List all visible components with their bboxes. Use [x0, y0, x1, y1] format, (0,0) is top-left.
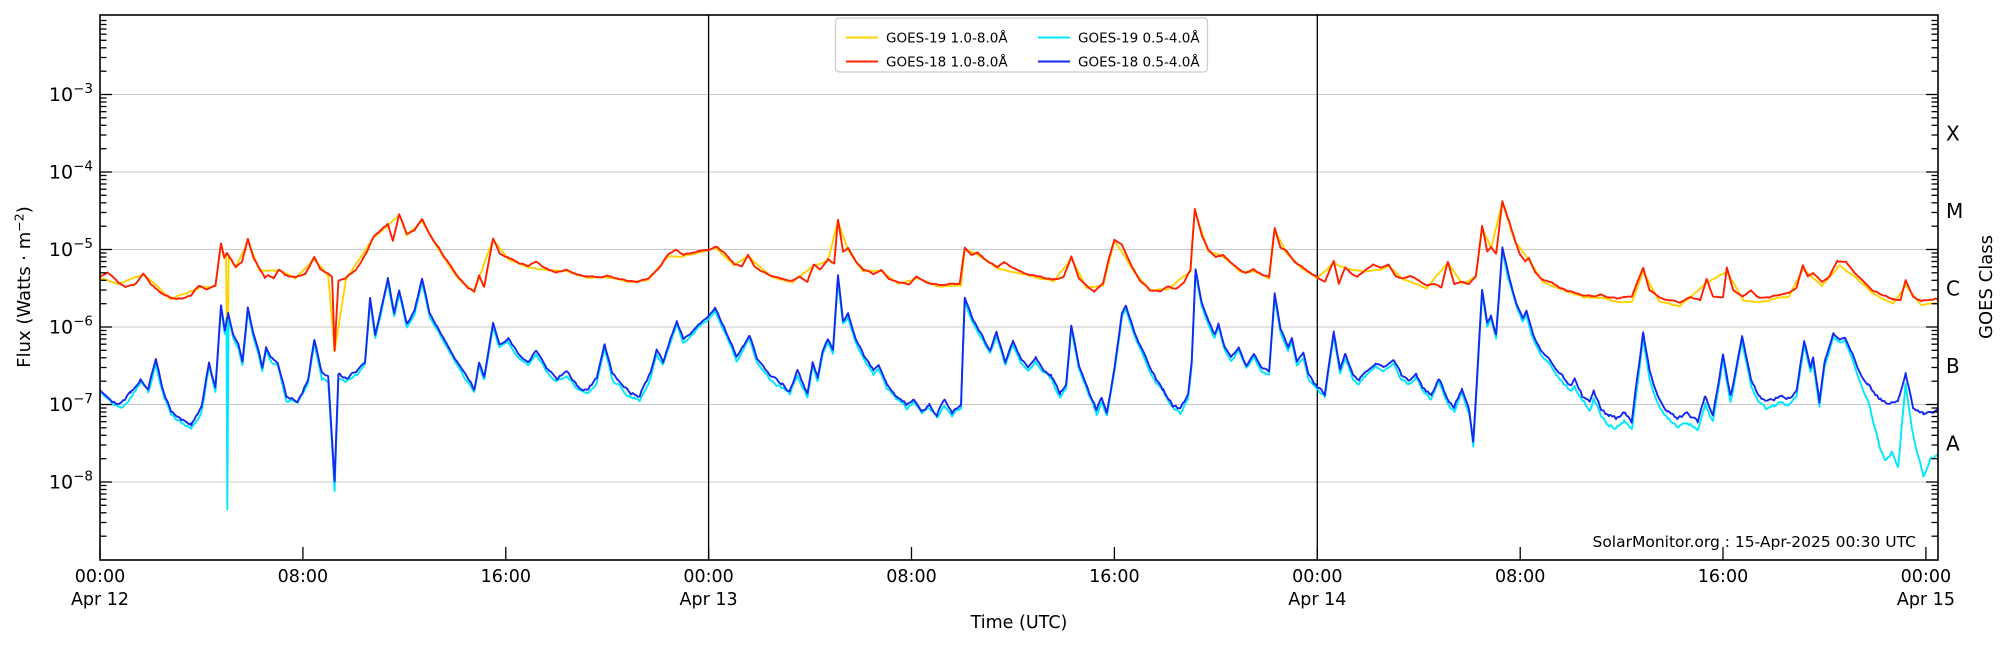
y-tick-label: 10−3: [49, 81, 93, 106]
y-tick-label: 10−7: [49, 391, 93, 416]
y-tick-label: 10−6: [49, 314, 93, 339]
watermark-source-text: SolarMonitor.org : 15-Apr-2025 00:30 UTC: [1592, 533, 1916, 551]
right-y-axis-label: GOES Class: [1976, 235, 1997, 339]
goes-class-letter-c: C: [1946, 276, 1960, 300]
x-axis-label: Time (UTC): [970, 613, 1068, 633]
x-tick-date-label: Apr 15: [1897, 590, 1955, 610]
goes-class-letter-m: M: [1946, 199, 1963, 223]
flux-series-lines: [100, 200, 1938, 511]
x-tick-time-label: 00:00: [1292, 567, 1342, 587]
legend-label: GOES-19 0.5-4.0Å: [1078, 30, 1200, 47]
goes-class-letters: X M C B A: [1946, 121, 1963, 455]
goes-class-letter-a: A: [1946, 431, 1960, 455]
y-axis-label: Flux (Watts · m−2): [12, 206, 36, 368]
series-line-goes-18-0.5-4.0A: [100, 246, 1938, 483]
y-tick-label: 10−5: [49, 236, 93, 261]
goes-class-letter-x: X: [1946, 121, 1960, 145]
x-tick-date-label: Apr 14: [1288, 590, 1346, 610]
x-axis-tick-labels: 00:00 Apr 12 08:00 16:00 00:00 Apr 13 08:00 16:…: [71, 567, 1955, 610]
goes-class-letter-b: B: [1946, 354, 1960, 378]
x-tick-time-label: 08:00: [886, 567, 936, 587]
y-tick-label: 10−8: [49, 469, 93, 494]
x-tick-date-label: Apr 12: [71, 590, 129, 610]
series-line-goes-18-1.0-8.0A: [100, 200, 1938, 352]
x-tick-date-label: Apr 13: [680, 590, 738, 610]
y-tick-label: 10−4: [49, 159, 93, 184]
x-tick-time-label: 16:00: [1698, 567, 1748, 587]
plot-border: [99, 14, 1939, 561]
x-tick-time-label: 08:00: [278, 567, 328, 587]
legend-box: [834, 17, 1209, 73]
x-tick-time-label: 16:00: [1089, 567, 1139, 587]
legend-label: GOES-19 1.0-8.0Å: [886, 30, 1008, 47]
x-tick-time-label: 00:00: [75, 567, 125, 587]
legend: GOES-19 1.0-8.0Å GOES-18 1.0-8.0Å GOES-19 …: [834, 17, 1209, 73]
x-tick-time-label: 00:00: [683, 567, 733, 587]
x-tick-time-label: 16:00: [481, 567, 531, 587]
y-axis-tick-labels: 10−3 10−4 10−5 10−6 10−7 10−8: [49, 81, 93, 494]
axis-tick-marks: [99, 19, 1938, 560]
day-boundary-lines: [707, 15, 1318, 560]
x-tick-time-label: 00:00: [1901, 567, 1951, 587]
legend-label: GOES-18 1.0-8.0Å: [886, 54, 1008, 71]
x-tick-time-label: 08:00: [1495, 567, 1545, 587]
legend-label: GOES-18 0.5-4.0Å: [1078, 54, 1200, 71]
